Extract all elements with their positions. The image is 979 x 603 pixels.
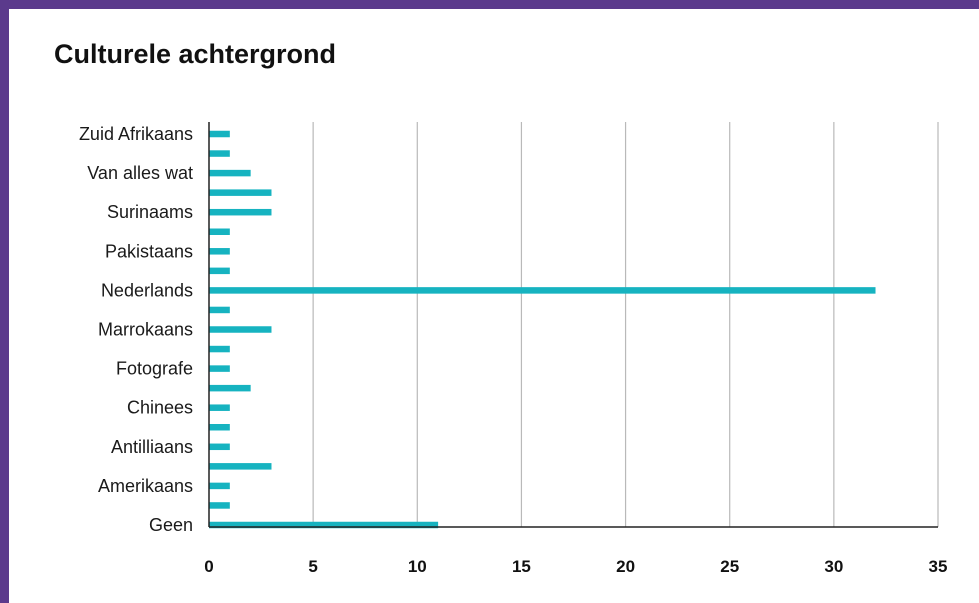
y-tick-label: Chinees — [127, 398, 193, 418]
chart-title: Culturele achtergrond — [54, 39, 337, 69]
bar — [209, 150, 230, 157]
y-tick-label: Zuid Afrikaans — [79, 124, 193, 144]
bar — [209, 502, 230, 509]
x-tick-label: 30 — [824, 557, 843, 576]
bar — [209, 463, 272, 470]
bar — [209, 443, 230, 451]
bar — [209, 424, 230, 431]
bar — [209, 169, 251, 177]
bar — [209, 228, 230, 235]
bar — [209, 208, 272, 216]
bar — [209, 482, 230, 490]
bar-chart: Zuid Afrikaans Van alles wat Surinaams Paki… — [79, 122, 948, 576]
bar — [209, 248, 230, 255]
bar — [209, 365, 230, 372]
chart-card: Culturele achtergrond Zuid Afrikaans Van … — [9, 9, 979, 603]
x-tick-label: 20 — [616, 557, 635, 576]
bar — [209, 384, 251, 392]
y-tick-label: Antilliaans — [111, 437, 193, 457]
y-tick-label: Marrokaans — [98, 320, 193, 340]
x-tick-label: 25 — [720, 557, 739, 576]
y-tick-label: Amerikaans — [98, 476, 193, 496]
bar — [209, 130, 230, 138]
y-tick-label: Pakistaans — [105, 241, 193, 261]
bar — [209, 287, 876, 294]
x-tick-label: 5 — [308, 557, 317, 576]
x-tick-label: 35 — [929, 557, 948, 576]
y-tick-label: Nederlands — [101, 280, 193, 300]
y-tick-label: Van alles wat — [87, 163, 193, 183]
bar — [209, 404, 230, 411]
bar — [209, 521, 439, 529]
bar — [209, 267, 230, 275]
y-tick-label: Surinaams — [107, 202, 193, 222]
bar — [209, 345, 230, 353]
x-tick-label: 15 — [512, 557, 531, 576]
x-tick-label: 10 — [408, 557, 427, 576]
bar — [209, 306, 230, 314]
bar — [209, 189, 272, 196]
y-tick-label: Fotografe — [116, 359, 193, 379]
bar — [209, 326, 272, 333]
x-tick-label: 0 — [204, 557, 213, 576]
y-tick-label: Geen — [149, 515, 193, 535]
